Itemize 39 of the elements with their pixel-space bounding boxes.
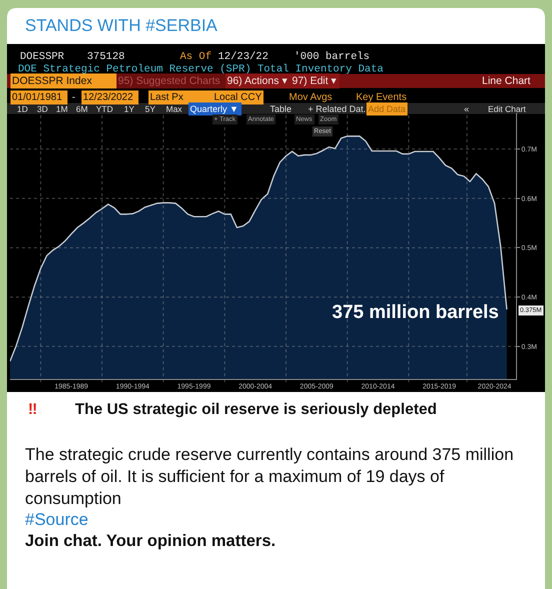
text: 97) Edit ▾ [292,75,338,87]
annotation: Add Data [368,104,406,114]
annotation: Table [270,104,292,114]
text: Last Px [150,92,184,103]
text: STANDS WITH #SERBIA [25,16,218,35]
annotation: 375 million barrels [332,302,499,323]
annotation: 1D [17,104,28,114]
annotation: 1Y [124,104,135,114]
text: The US strategic oil reserve is seriously depleted [75,401,437,418]
text: 95) Suggested Charts [118,75,220,87]
text: - [72,92,76,103]
text: The strategic crude reserve currently contains around 375 million barrels of oil. It is sufficient for a maximum of 19 days of consumption [25,445,514,508]
chart-title: DOE Strategic Petroleum Reserve (SPR) Total Inventory Data [18,64,384,76]
text: Join chat. Your opinion matters. [25,532,276,550]
annotation: YTD [96,104,113,114]
annotation: 3D [37,104,48,114]
text: Mov Avgs [289,92,332,103]
annotation: « [464,104,470,114]
text: DOESSPR Index [12,75,93,87]
text: Key Events [356,92,407,103]
annotation: 1M [56,104,68,114]
text: '000 barrels [294,51,370,63]
text: ‼ [28,401,38,418]
text: 96) Actions ▾ [227,75,288,87]
text: #Source [25,510,88,529]
text: Line Chart [482,75,531,87]
text: As Of [180,51,212,63]
text: 01/01/1981 [12,92,62,103]
text: Local CCY [214,92,262,103]
annotation: 5Y [145,104,156,114]
text: 12/23/22 [218,51,268,63]
text: DOESSPR [20,51,65,63]
annotation: Edit Chart [488,104,526,114]
text: 12/23/2022 [83,92,134,103]
annotation: Max [166,104,183,114]
annotation: + Related Dat. [308,104,366,114]
annotation: 6M [76,104,88,114]
text: 375128 [87,51,125,63]
annotation: Quarterly ▼ [190,104,238,114]
